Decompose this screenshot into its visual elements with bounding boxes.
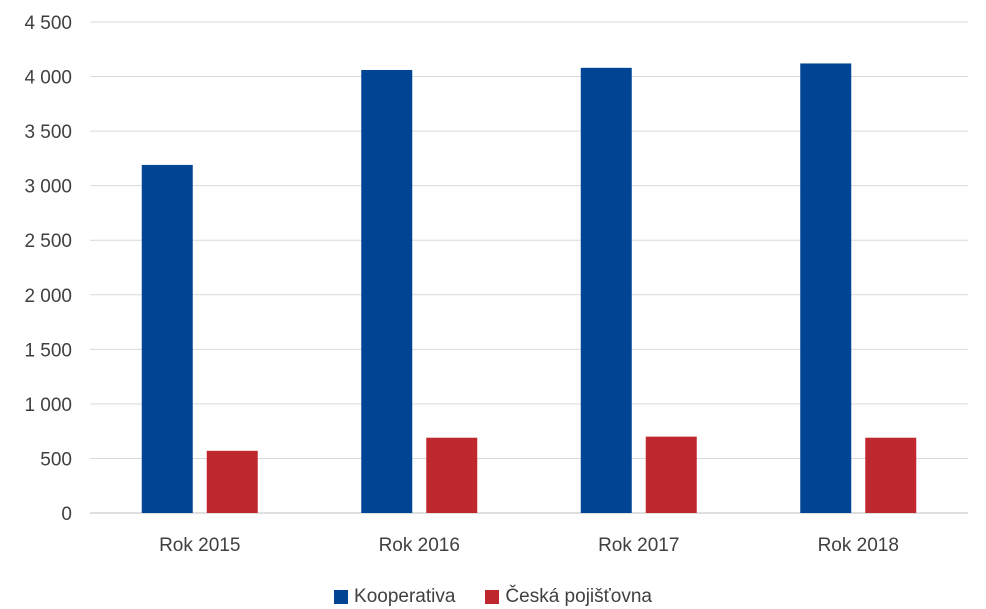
bar-ceska-pojistovna (865, 437, 917, 513)
y-tick-label: 0 (61, 504, 72, 525)
legend-item-ceska-pojistovna: Česká pojišťovna (485, 586, 652, 608)
legend-swatch-ceska-pojistovna (485, 590, 500, 604)
bar-kooperativa (141, 164, 193, 514)
y-tick-label: 1 500 (24, 340, 72, 361)
bar-kooperativa (580, 67, 632, 514)
legend-item-kooperativa: Kooperativa (334, 586, 455, 608)
y-tick-label: 500 (40, 449, 72, 470)
bar-ceska-pojistovna (206, 450, 258, 513)
x-axis-tick-labels: Rok 2015 Rok 2016 Rok 2017 Rok 2018 (159, 535, 899, 556)
y-tick-label: 2 000 (24, 286, 72, 307)
y-tick-label: 4 000 (24, 68, 72, 89)
y-tick-label: 4 500 (24, 13, 72, 34)
y-tick-label: 1 000 (24, 395, 72, 416)
x-tick-label: Rok 2017 (598, 535, 679, 556)
y-tick-label: 3 500 (24, 122, 72, 143)
y-tick-label: 3 000 (24, 177, 72, 198)
legend-label-ceska-pojistovna: Česká pojišťovna (505, 586, 652, 607)
bar-ceska-pojistovna (426, 437, 478, 513)
x-tick-label: Rok 2015 (159, 535, 240, 556)
x-tick-label: Rok 2018 (818, 535, 899, 556)
bar-ceska-pojistovna (645, 436, 697, 513)
bar-kooperativa (800, 63, 852, 514)
x-tick-label: Rok 2016 (379, 535, 460, 556)
bars (141, 63, 917, 514)
bar-kooperativa (361, 70, 413, 514)
legend-label-kooperativa: Kooperativa (354, 586, 456, 607)
legend: Kooperativa Česká pojišťovna (0, 586, 986, 608)
y-tick-label: 2 500 (24, 231, 72, 252)
bar-chart: 0 500 1 000 1 500 2 000 2 500 3 000 3 500 4 000 4… (24, 13, 968, 556)
y-axis-tick-labels: 0 500 1 000 1 500 2 000 2 500 3 000 3 500 4 000 4… (24, 13, 72, 525)
legend-swatch-kooperativa (334, 590, 349, 604)
